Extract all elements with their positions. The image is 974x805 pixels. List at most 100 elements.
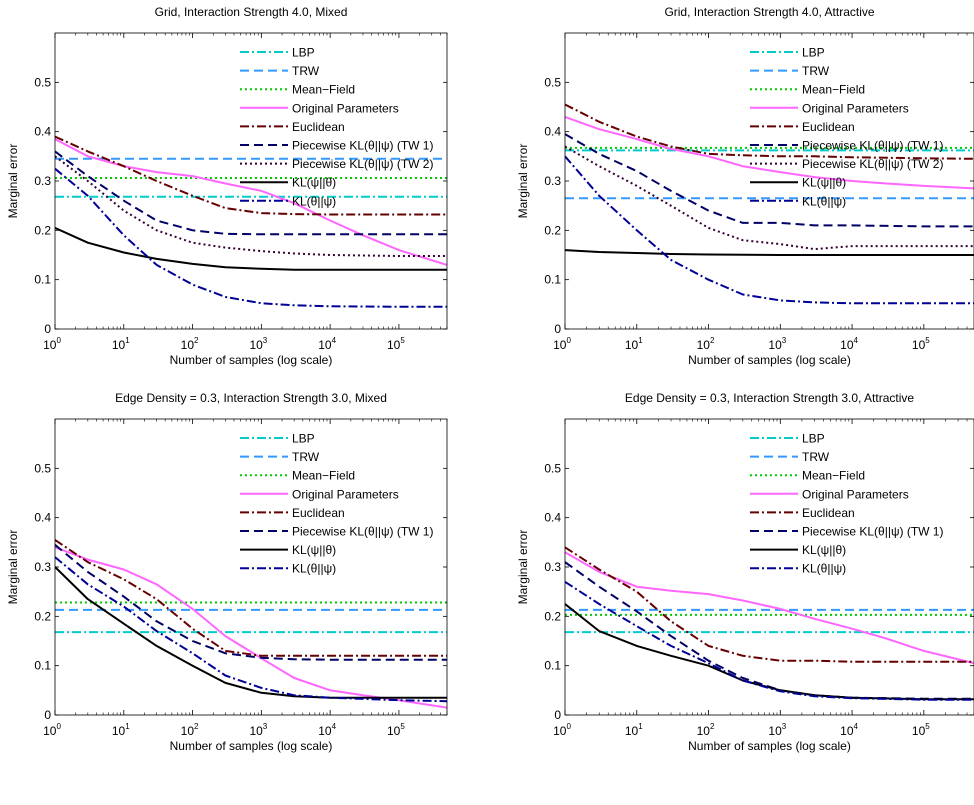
x-tick-label: 101 [625, 336, 643, 352]
series-line-4 [55, 539, 447, 657]
x-tick-label: 101 [625, 722, 643, 738]
x-tick-label: 102 [697, 336, 715, 352]
y-tick-label: 0.3 [34, 560, 51, 574]
y-tick-label: 0.5 [34, 461, 51, 475]
series-group [565, 103, 974, 305]
series-line-5 [55, 150, 447, 236]
y-tick-label: 0.3 [544, 560, 561, 574]
x-tick-label: 101 [112, 722, 130, 738]
legend: LBP TRW Mean−Field Original Parameters Eucli… [240, 432, 433, 576]
x-tick-label: 105 [912, 722, 930, 738]
series-group [55, 539, 447, 709]
legend-entry: Euclidean [802, 120, 855, 134]
series-line-5 [565, 133, 974, 228]
legend-entry: Euclidean [292, 120, 345, 134]
x-tick-label: 104 [840, 722, 858, 738]
y-tick-label: 0.3 [544, 174, 561, 188]
y-axis-label: Marginal error [6, 144, 20, 219]
legend-entry: Mean−Field [802, 469, 865, 483]
x-tick-label: 104 [840, 336, 858, 352]
legend-entry: LBP [802, 46, 825, 60]
y-tick-label: 0 [554, 708, 561, 722]
series-line-3 [55, 546, 447, 709]
legend-entry: Euclidean [292, 506, 345, 520]
y-tick-label: 0.5 [544, 75, 561, 89]
legend-entry: LBP [802, 432, 825, 446]
x-tick-label: 100 [43, 336, 61, 352]
legend-entry: Piecewise KL(θ||ψ) (TW 1) [802, 139, 943, 153]
chart-panel-3: Edge Density = 0.3, Interaction Strength… [516, 391, 974, 753]
legend-entry: KL(θ||ψ) [802, 194, 846, 208]
legend-entry: Original Parameters [802, 101, 909, 115]
series-line-3 [565, 115, 974, 190]
legend-entry: KL(ψ||θ) [802, 176, 846, 190]
x-tick-label: 100 [553, 336, 571, 352]
series-line-4 [55, 135, 447, 216]
legend-entry: Original Parameters [292, 487, 399, 501]
legend: LBP TRW Mean−Field Original Parameters Eucli… [240, 46, 433, 208]
legend-entry: Piecewise KL(θ||ψ) (TW 2) [802, 157, 943, 171]
legend-entry: Mean−Field [292, 469, 355, 483]
legend-entry: Original Parameters [292, 101, 399, 115]
legend-entry: KL(θ||ψ) [802, 562, 846, 576]
legend-entry: TRW [802, 450, 830, 464]
legend-entry: LBP [292, 432, 315, 446]
series-line-8 [55, 167, 447, 308]
y-tick-label: 0.2 [544, 223, 561, 237]
legend-entry: LBP [292, 46, 315, 60]
x-tick-label: 103 [249, 336, 267, 352]
y-tick-label: 0.3 [34, 174, 51, 188]
x-tick-label: 103 [768, 722, 786, 738]
chart-title: Grid, Interaction Strength 4.0, Mixed [155, 5, 348, 19]
legend: LBP TRW Mean−Field Original Parameters Eucli… [750, 432, 943, 576]
x-tick-label: 100 [43, 722, 61, 738]
x-tick-label: 104 [318, 336, 336, 352]
series-line-6 [55, 566, 447, 699]
y-tick-label: 0.2 [544, 609, 561, 623]
legend-entry: Piecewise KL(θ||ψ) (TW 1) [292, 139, 433, 153]
legend-entry: KL(θ||ψ) [292, 194, 336, 208]
chart-panel-1: Grid, Interaction Strength 4.0, Attracti… [516, 5, 974, 367]
y-tick-label: 0.2 [34, 223, 51, 237]
y-tick-label: 0.4 [34, 125, 51, 139]
series-line-7 [55, 226, 447, 271]
x-axis-label: Number of samples (log scale) [688, 353, 851, 367]
x-tick-label: 102 [181, 336, 199, 352]
series-line-7 [565, 580, 974, 701]
y-axis-label: Marginal error [516, 530, 530, 605]
legend-entry: Piecewise KL(θ||ψ) (TW 1) [802, 525, 943, 539]
series-line-7 [55, 556, 447, 703]
legend-entry: Piecewise KL(θ||ψ) (TW 1) [292, 525, 433, 539]
y-tick-label: 0 [554, 322, 561, 336]
x-tick-label: 105 [912, 336, 930, 352]
x-tick-label: 105 [387, 336, 405, 352]
chart-title: Edge Density = 0.3, Interaction Strength… [625, 391, 914, 405]
series-line-6 [565, 603, 974, 701]
y-tick-label: 0.1 [34, 659, 51, 673]
y-tick-label: 0.1 [544, 273, 561, 287]
series-line-8 [565, 155, 974, 305]
axes-frame [54, 32, 448, 330]
legend-entry: KL(ψ||θ) [292, 176, 336, 190]
chart-title: Edge Density = 0.3, Interaction Strength… [115, 391, 387, 405]
legend-entry: TRW [292, 450, 320, 464]
series-line-5 [55, 544, 447, 661]
x-axis-label: Number of samples (log scale) [688, 739, 851, 753]
y-tick-label: 0.1 [544, 659, 561, 673]
legend-entry: Mean−Field [292, 83, 355, 97]
y-tick-label: 0.4 [34, 511, 51, 525]
x-tick-label: 100 [553, 722, 571, 738]
legend-entry: Piecewise KL(θ||ψ) (TW 2) [292, 157, 433, 171]
series-line-5 [565, 561, 974, 700]
series-group [55, 135, 447, 308]
x-tick-label: 103 [249, 722, 267, 738]
y-axis-label: Marginal error [516, 144, 530, 219]
series-line-6 [565, 145, 974, 251]
series-line-4 [565, 546, 974, 663]
x-axis-label: Number of samples (log scale) [170, 739, 333, 753]
y-tick-label: 0.2 [34, 609, 51, 623]
series-line-7 [565, 249, 974, 256]
legend-entry: Euclidean [802, 506, 855, 520]
legend-entry: TRW [802, 64, 830, 78]
